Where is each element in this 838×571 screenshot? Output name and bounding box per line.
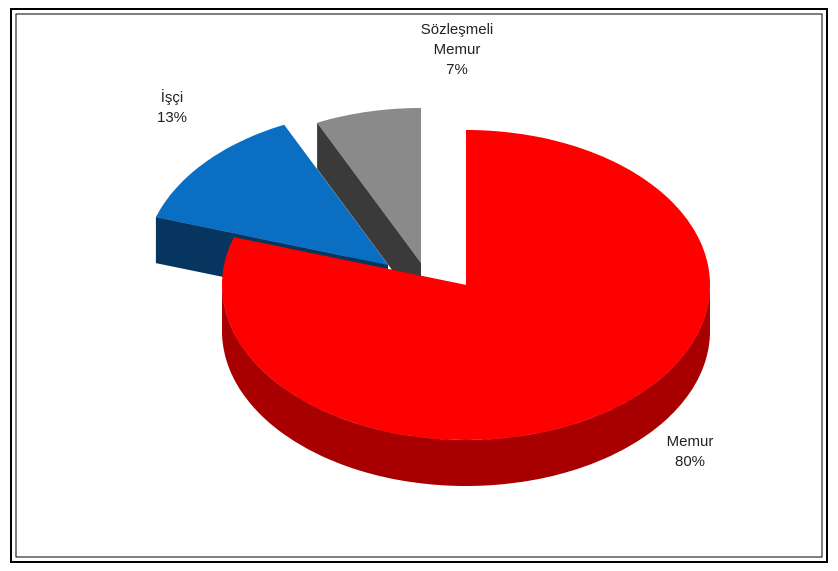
category-label: Memur <box>666 433 714 450</box>
percent-label: 7% <box>446 61 468 78</box>
slice <box>155 124 388 265</box>
slice-side <box>222 285 710 486</box>
category-label: Sözleşmeli Memur <box>420 21 494 58</box>
percent-label: 13% <box>156 109 188 126</box>
category-label: İşçi <box>160 89 184 106</box>
data-label: Sözleşmeli Memur 7% <box>402 20 512 80</box>
frame <box>10 8 828 563</box>
slice <box>222 130 710 440</box>
data-label: Memur 80% <box>635 432 745 472</box>
data-label: İşçi 13% <box>117 88 227 128</box>
slice <box>317 108 421 263</box>
frame-inner <box>15 13 823 558</box>
percent-label: 80% <box>674 453 706 470</box>
slice-wall <box>317 122 421 309</box>
